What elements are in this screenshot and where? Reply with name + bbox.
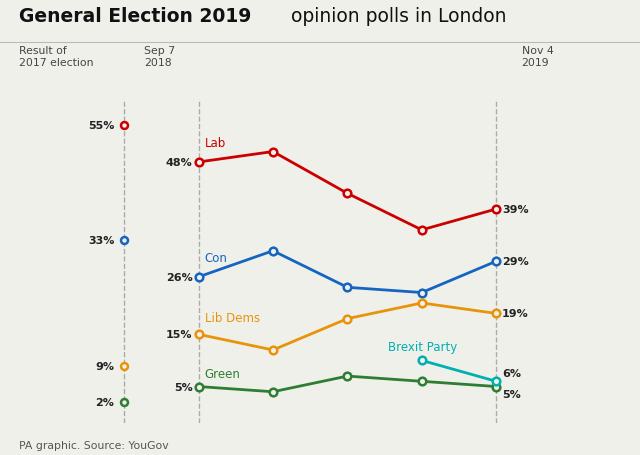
Text: 2%: 2%	[95, 397, 115, 407]
Text: Brexit Party: Brexit Party	[388, 340, 458, 353]
Text: 29%: 29%	[502, 257, 529, 267]
Text: 33%: 33%	[88, 236, 115, 246]
Text: opinion polls in London: opinion polls in London	[285, 7, 506, 26]
Text: Con: Con	[205, 251, 227, 264]
Text: General Election 2019: General Election 2019	[19, 7, 252, 26]
Text: 15%: 15%	[166, 329, 193, 339]
Text: Sep 7
2018: Sep 7 2018	[144, 46, 175, 68]
Text: Result of
2017 election: Result of 2017 election	[19, 46, 93, 68]
Text: Nov 4
2019: Nov 4 2019	[522, 46, 554, 68]
Text: 6%: 6%	[502, 369, 521, 379]
Text: Green: Green	[205, 368, 241, 380]
Text: 39%: 39%	[502, 205, 529, 214]
Text: Lab: Lab	[205, 136, 226, 150]
Text: PA graphic. Source: YouGov: PA graphic. Source: YouGov	[19, 440, 169, 450]
Text: 26%: 26%	[166, 272, 193, 282]
Text: 5%: 5%	[174, 382, 193, 392]
Text: 9%: 9%	[95, 361, 115, 371]
Text: 48%: 48%	[166, 157, 193, 167]
Text: 55%: 55%	[88, 121, 115, 131]
Text: 19%: 19%	[502, 309, 529, 318]
Text: 5%: 5%	[502, 389, 521, 399]
Text: Lib Dems: Lib Dems	[205, 311, 260, 324]
